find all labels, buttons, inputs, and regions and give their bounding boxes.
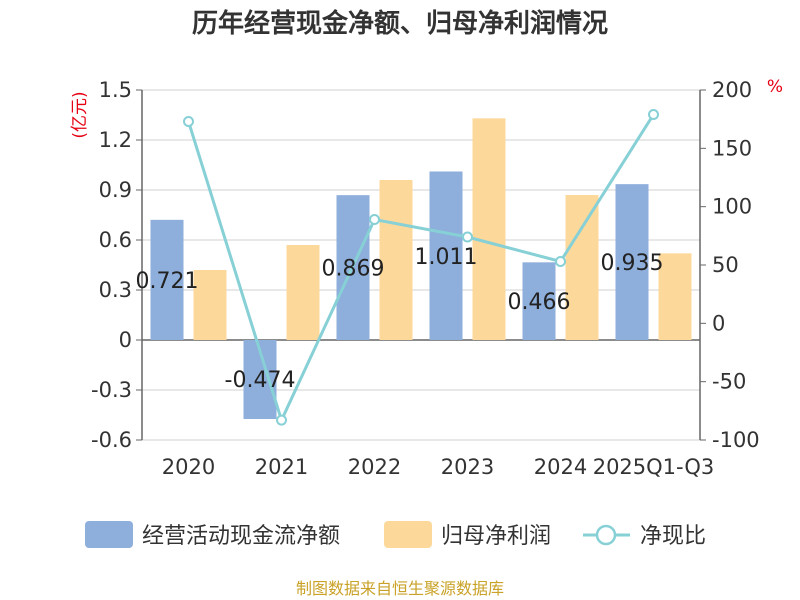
legend-label-net-profit: 归母净利润 <box>441 524 551 549</box>
bar-net-profit <box>565 195 599 340</box>
chart-title: 历年经营现金净额、归母净利润情况 <box>192 8 608 39</box>
left-tick-label: 0.3 <box>99 278 132 302</box>
axes <box>136 89 706 441</box>
ratio-point <box>648 109 659 120</box>
bar-net-profit <box>658 253 692 340</box>
data-label-operating-cash: 0.935 <box>601 251 664 276</box>
legend: 经营活动现金流净额 归母净利润 净现比 <box>85 521 706 549</box>
right-tick-label: -50 <box>712 370 746 394</box>
left-tick-label: 0 <box>119 328 132 352</box>
right-tick-label: 200 <box>712 78 752 102</box>
ratio-point <box>555 256 566 267</box>
bar-operating-cash <box>150 219 184 340</box>
x-tick-label: 2024 <box>534 455 587 479</box>
left-tick-label: 1.5 <box>99 78 132 102</box>
x-tick-label: 2022 <box>348 455 401 479</box>
right-tick-label: 50 <box>712 253 739 277</box>
legend-label-operating-cash: 经营活动现金流净额 <box>142 524 340 549</box>
ratio-point <box>369 214 380 225</box>
data-label-operating-cash: 0.869 <box>322 257 385 282</box>
source-note: 制图数据来自恒生聚源数据库 <box>296 579 504 598</box>
data-label-operating-cash: 0.466 <box>508 290 571 315</box>
x-tick-label: 2025Q1-Q3 <box>593 455 715 479</box>
bar-operating-cash <box>429 171 463 340</box>
ratio-point <box>462 231 473 243</box>
x-axis-labels: 2020 2021 2022 2023 2024 2025Q1-Q3 <box>162 455 715 479</box>
right-axis-ticks: 200 150 100 50 0 -50 -100 <box>712 78 760 452</box>
bar-net-profit <box>472 118 506 340</box>
right-tick-label: 100 <box>712 195 752 219</box>
data-label-operating-cash: 1.011 <box>415 245 478 270</box>
left-tick-label: 0.9 <box>99 178 132 202</box>
bar-net-profit <box>379 180 413 340</box>
legend-swatch-operating-cash <box>85 521 133 548</box>
right-axis-unit: % <box>767 77 783 97</box>
data-label-operating-cash: 0.721 <box>136 269 199 294</box>
right-tick-label: 150 <box>712 136 752 160</box>
x-tick-label: 2020 <box>162 455 215 479</box>
net-cash-ratio-line <box>183 109 659 426</box>
bars <box>150 118 692 419</box>
legend-swatch-net-profit <box>384 521 432 548</box>
right-tick-label: -100 <box>712 428 760 452</box>
left-axis-unit: (亿元) <box>70 91 90 138</box>
x-tick-label: 2023 <box>441 455 494 479</box>
data-labels: 0.721 -0.474 0.869 1.011 0.466 0.935 <box>136 245 664 393</box>
x-tick-label: 2021 <box>255 455 308 479</box>
bar-net-profit <box>193 270 227 340</box>
left-tick-label: 0.6 <box>99 228 132 252</box>
data-label-operating-cash: -0.474 <box>225 368 296 393</box>
ratio-point <box>183 116 194 127</box>
right-tick-label: 0 <box>712 311 725 335</box>
bar-operating-cash <box>522 262 556 340</box>
legend-label-ratio: 净现比 <box>640 524 706 549</box>
left-axis-ticks: 1.5 1.2 0.9 0.6 0.3 0 -0.3 -0.6 <box>91 78 132 452</box>
legend-marker-ratio <box>595 524 617 546</box>
left-tick-label: -0.6 <box>91 428 132 452</box>
bar-net-profit <box>286 245 320 340</box>
left-tick-label: -0.3 <box>91 378 132 402</box>
ratio-point <box>276 414 287 426</box>
left-tick-label: 1.2 <box>99 128 132 152</box>
bar-operating-cash <box>615 184 649 340</box>
ratio-line-path <box>187 113 655 425</box>
